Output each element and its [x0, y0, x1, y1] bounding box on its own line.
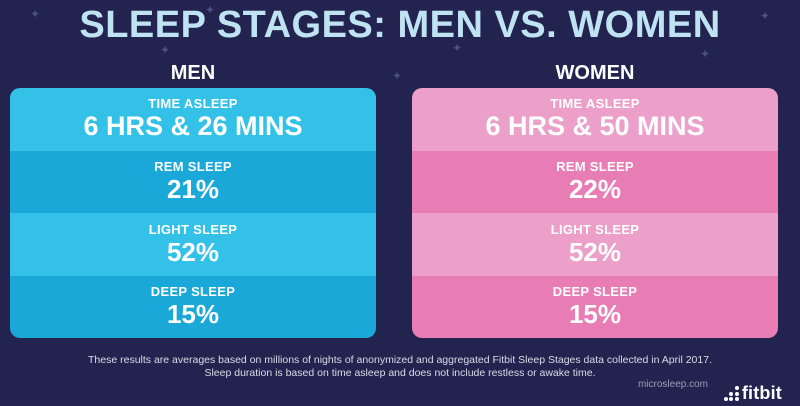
women-rem-sleep-row: REM SLEEP 22%: [412, 151, 778, 214]
row-label: LIGHT SLEEP: [148, 221, 238, 237]
row-value: 15%: [568, 298, 622, 329]
men-panel: TIME ASLEEP 6 HRS & 26 MINS REM SLEEP 21…: [10, 88, 376, 338]
men-heading: MEN: [170, 62, 216, 84]
women-light-sleep-row: LIGHT SLEEP 52%: [412, 213, 778, 276]
women-panel: TIME ASLEEP 6 HRS & 50 MINS REM SLEEP 22…: [412, 88, 778, 338]
star-icon: ✦: [452, 41, 463, 55]
row-label: REM SLEEP: [556, 159, 634, 175]
star-icon: ✦: [700, 47, 711, 61]
men-deep-sleep-row: DEEP SLEEP 15%: [10, 275, 376, 338]
footnote: These results are averages based on mill…: [0, 354, 800, 380]
row-value: 22%: [568, 174, 622, 205]
row-label: REM SLEEP: [154, 159, 232, 175]
row-value: 15%: [166, 298, 220, 329]
row-label: TIME ASLEEP: [148, 96, 238, 112]
women-heading: WOMEN: [555, 62, 635, 84]
men-light-sleep-row: LIGHT SLEEP 52%: [10, 213, 376, 276]
star-icon: ✦: [30, 7, 41, 21]
brand-name: fitbit: [741, 383, 782, 403]
row-value: 52%: [568, 236, 622, 267]
star-icon: ✦: [392, 69, 403, 83]
star-icon: ✦: [160, 43, 171, 57]
row-value: 52%: [166, 236, 220, 267]
page-title: SLEEP STAGES: MEN VS. WOMEN: [79, 4, 721, 46]
men-rem-sleep-row: REM SLEEP 21%: [10, 151, 376, 214]
row-value: 6 HRS & 26 MINS: [83, 111, 303, 142]
star-icon: ✦: [205, 3, 216, 17]
star-icon: ✦: [760, 9, 771, 23]
row-label: DEEP SLEEP: [150, 283, 236, 299]
women-deep-sleep-row: DEEP SLEEP 15%: [412, 275, 778, 338]
row-value: 6 HRS & 50 MINS: [485, 111, 705, 142]
fitbit-logo-icon: [723, 386, 739, 401]
row-label: LIGHT SLEEP: [550, 221, 640, 237]
row-label: TIME ASLEEP: [550, 96, 640, 112]
men-time-asleep-row: TIME ASLEEP 6 HRS & 26 MINS: [10, 88, 376, 151]
fitbit-logo: fitbit: [723, 383, 782, 404]
women-time-asleep-row: TIME ASLEEP 6 HRS & 50 MINS: [412, 88, 778, 151]
row-value: 21%: [166, 174, 220, 205]
footnote-line: These results are averages based on mill…: [88, 354, 712, 366]
footnote-line: Sleep duration is based on time asleep a…: [204, 367, 596, 379]
watermark: microsleep.com: [637, 379, 708, 390]
row-label: DEEP SLEEP: [552, 283, 638, 299]
